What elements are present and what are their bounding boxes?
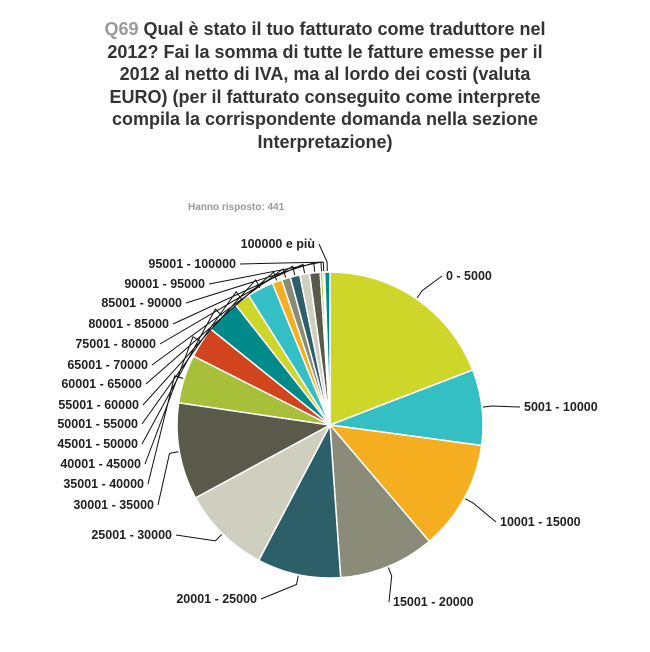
slice-label-4: 15001 - 20000 bbox=[393, 595, 474, 609]
leader-line-4 bbox=[387, 567, 393, 603]
slice-label-18: 90001 - 95000 bbox=[124, 277, 205, 291]
slice-label-16: 80001 - 85000 bbox=[88, 317, 169, 331]
leader-line-6 bbox=[175, 534, 223, 542]
slice-label-6: 25001 - 30000 bbox=[91, 528, 172, 542]
slice-label-11: 50001 - 55000 bbox=[57, 417, 138, 431]
leader-line-3 bbox=[464, 498, 497, 523]
leader-line-16 bbox=[172, 263, 305, 325]
slice-label-14: 65001 - 70000 bbox=[67, 358, 148, 372]
slice-label-1: 0 - 5000 bbox=[446, 269, 492, 283]
leader-line-5 bbox=[260, 575, 299, 600]
slice-label-8: 35001 - 40000 bbox=[63, 477, 144, 491]
slice-label-20: 100000 e più bbox=[241, 237, 315, 251]
slice-label-5: 20001 - 25000 bbox=[176, 592, 257, 606]
leader-line-8 bbox=[147, 375, 184, 485]
leader-line-19 bbox=[239, 261, 325, 272]
slice-label-17: 85001 - 90000 bbox=[101, 296, 182, 310]
leader-line-9 bbox=[144, 335, 201, 465]
slice-label-9: 40001 - 45000 bbox=[60, 457, 141, 471]
leader-line-20 bbox=[318, 243, 328, 272]
leader-line-14 bbox=[151, 268, 287, 366]
question-number: Q69 bbox=[104, 19, 139, 39]
leader-line-2 bbox=[482, 405, 521, 408]
pie-slice-20 bbox=[323, 271, 331, 426]
slice-label-19: 95001 - 100000 bbox=[148, 257, 236, 271]
slice-label-2: 5001 - 10000 bbox=[524, 400, 598, 414]
leader-line-10 bbox=[141, 308, 223, 445]
slice-label-12: 55001 - 60000 bbox=[58, 398, 139, 412]
question-text: Qual è stato il tuo fatturato come tradu… bbox=[107, 19, 546, 152]
pie-slice-5 bbox=[257, 422, 342, 579]
leader-line-15 bbox=[159, 265, 296, 345]
pie-slices bbox=[176, 271, 484, 579]
leader-line-13 bbox=[145, 271, 278, 385]
pie-slice-6 bbox=[194, 423, 332, 562]
leader-line-7 bbox=[157, 451, 179, 506]
respondent-count: Hanno risposto: 441 bbox=[188, 202, 285, 213]
pie-slice-7 bbox=[176, 401, 333, 499]
slice-labels: 0 - 5000 5001 - 10000 10001 - 15000 15001 -… bbox=[57, 237, 597, 609]
leader-line-1 bbox=[416, 275, 443, 299]
slice-label-10: 45001 - 50000 bbox=[57, 437, 138, 451]
leader-line-11 bbox=[141, 290, 242, 425]
slice-label-15: 75001 - 80000 bbox=[75, 337, 156, 351]
slice-label-7: 30001 - 35000 bbox=[73, 498, 154, 512]
slice-label-3: 10001 - 15000 bbox=[500, 515, 581, 529]
chart-title: Q69 Qual è stato il tuo fatturato come t… bbox=[95, 18, 555, 153]
slice-label-13: 60001 - 65000 bbox=[61, 377, 142, 391]
pie-slice-3 bbox=[328, 423, 483, 543]
pie-slice-4 bbox=[329, 422, 431, 579]
leader-lines bbox=[141, 243, 521, 603]
pie-slice-1 bbox=[329, 271, 474, 427]
